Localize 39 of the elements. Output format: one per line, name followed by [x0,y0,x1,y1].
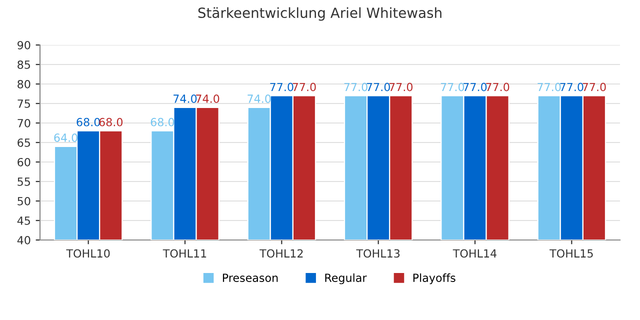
y-tick-label: 65 [18,138,30,147]
y-tick-label: 50 [18,196,30,206]
data-label: 77.0 [582,82,606,92]
y-tick-label: 90 [18,40,30,50]
data-label: 74.0 [248,94,271,103]
y-tick-label: 85 [18,60,30,69]
x-tick-label: TOHL12 [260,249,303,258]
legend-label: Regular [325,273,367,284]
data-label: 77.0 [366,82,390,92]
data-label: 77.0 [270,82,294,92]
data-label: 77.0 [292,82,316,92]
data-label: 64.0 [54,134,78,142]
data-label: 77.0 [440,82,464,92]
legend-label: Playoffs [413,273,456,284]
legend-label: Preseason [222,274,278,282]
data-label: 77.0 [389,82,413,92]
data-label: 68.0 [76,118,100,126]
chart-title: Stärkeentwicklung Ariel Whitewash [198,7,442,21]
data-label: 77.0 [464,82,487,92]
data-label: 77.0 [486,82,510,92]
y-tick-label: 55 [18,178,30,186]
data-label: 77.0 [538,82,561,92]
y-tick-label: 40 [17,236,30,244]
x-tick-label: TOHL11 [162,249,206,258]
y-tick-label: 70 [18,118,30,128]
data-label: 74.0 [196,94,220,103]
data-label: 77.0 [560,82,584,92]
x-tick-label: TOHL10 [66,249,110,258]
data-label: 68.0 [99,118,123,126]
y-tick-label: 45 [17,216,30,225]
x-tick-label: TOHL15 [550,249,593,258]
data-label: 68.0 [150,118,174,126]
x-tick-label: TOHL13 [356,249,400,258]
x-tick-label: TOHL14 [452,249,496,258]
data-label: 74.0 [174,94,197,103]
y-tick-label: 60 [18,158,30,166]
y-tick-label: 80 [18,80,30,88]
y-tick-label: 75 [18,100,30,108]
data-label: 77.0 [344,82,368,92]
